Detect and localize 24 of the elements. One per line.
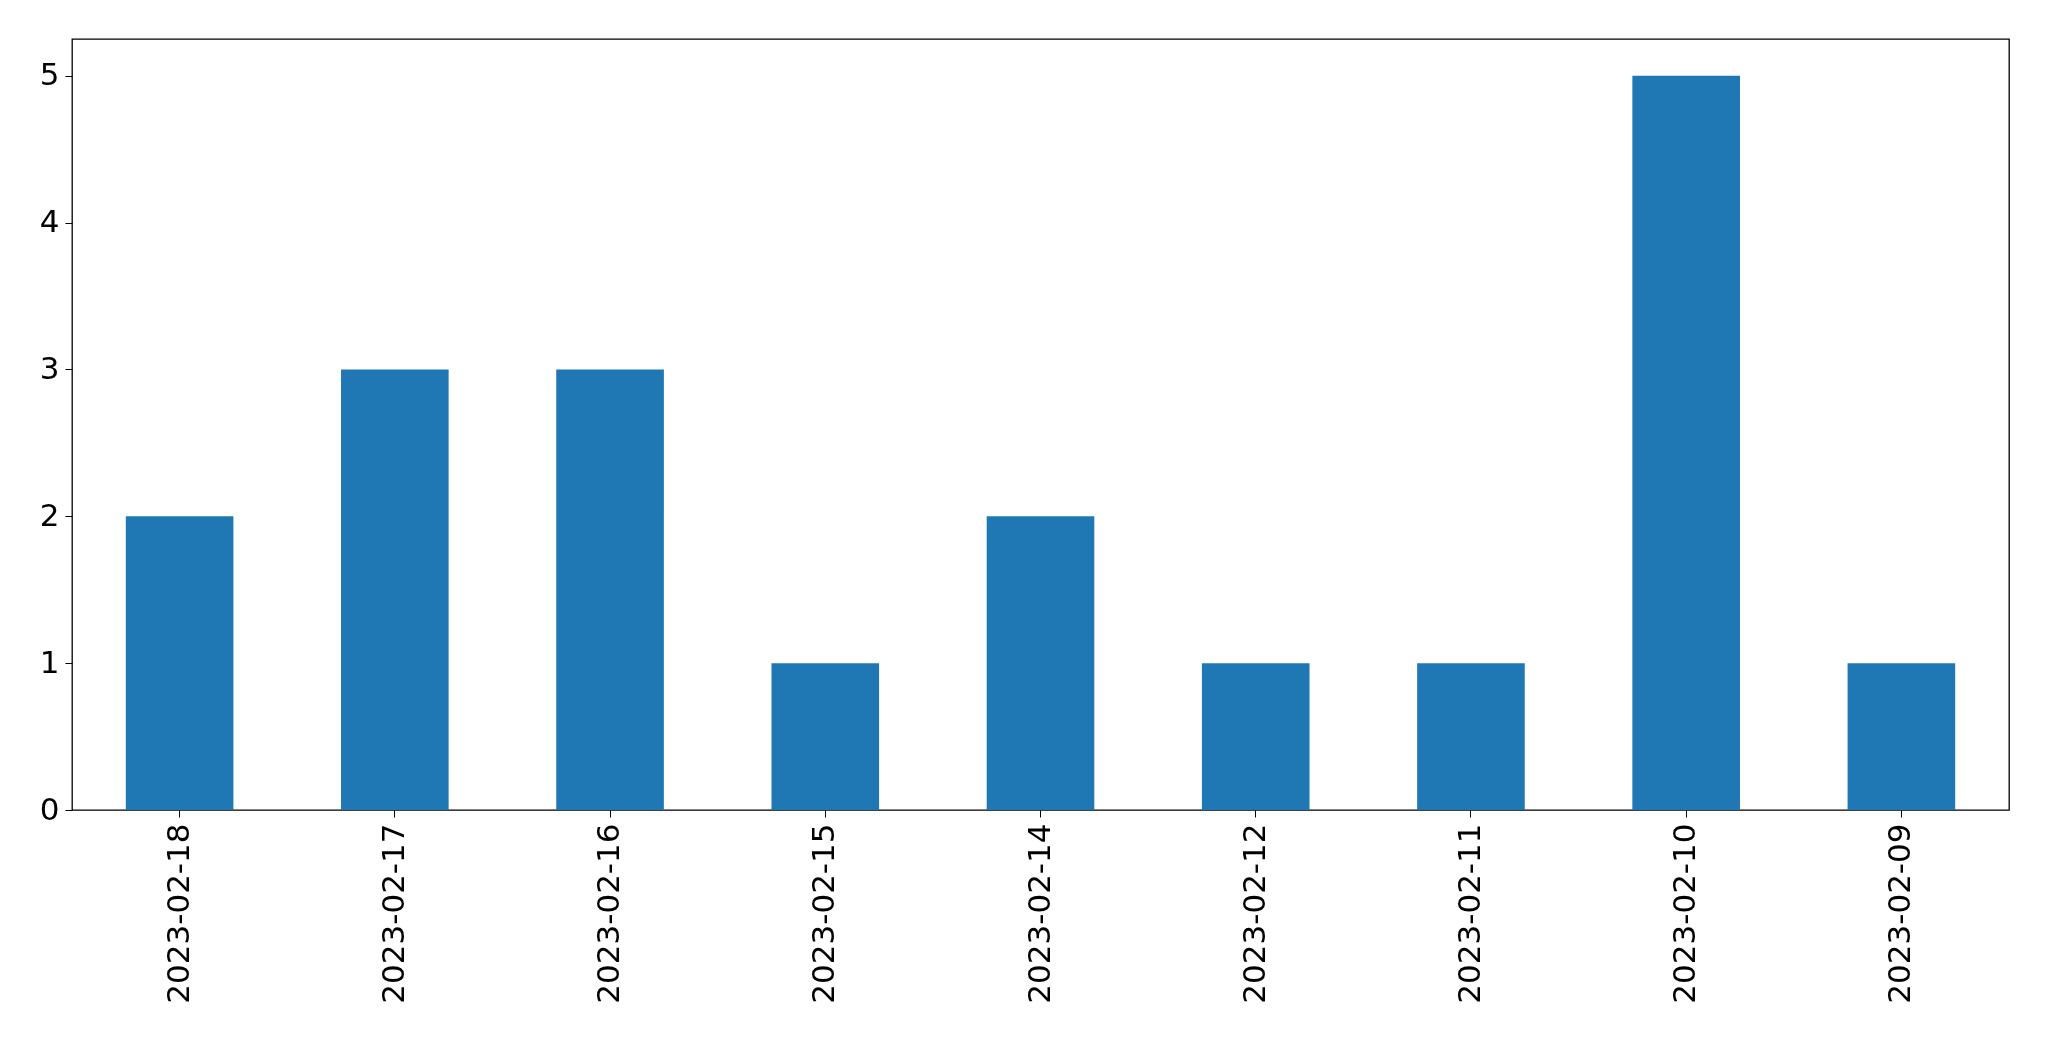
- x-tick-label: 2023-02-12: [1235, 823, 1272, 1004]
- x-tick-label: 2023-02-14: [1020, 823, 1057, 1004]
- x-tick-label: 2023-02-17: [374, 823, 411, 1004]
- y-tick-label: 5: [39, 56, 60, 93]
- y-tick-label: 2: [39, 496, 60, 533]
- x-tick-label: 2023-02-09: [1881, 823, 1918, 1004]
- bar: [1417, 663, 1525, 810]
- bar: [125, 516, 234, 810]
- x-tick-label: 2023-02-18: [159, 823, 196, 1004]
- y-tick-label: 3: [39, 349, 60, 386]
- bar: [986, 516, 1095, 810]
- y-tick-label: 4: [39, 203, 60, 240]
- bar: [341, 369, 449, 810]
- bar: [1201, 663, 1310, 810]
- bar: [556, 369, 664, 810]
- bar: [1847, 663, 1956, 810]
- bar: [1632, 75, 1740, 810]
- y-tick-label: 0: [39, 790, 60, 827]
- x-tick-label: 2023-02-11: [1450, 823, 1487, 1004]
- bar: [771, 663, 880, 810]
- y-tick-label: 1: [39, 643, 60, 680]
- x-tick-label: 2023-02-15: [805, 823, 842, 1004]
- x-tick-label: 2023-02-16: [590, 823, 627, 1004]
- x-tick-label: 2023-02-10: [1666, 823, 1703, 1004]
